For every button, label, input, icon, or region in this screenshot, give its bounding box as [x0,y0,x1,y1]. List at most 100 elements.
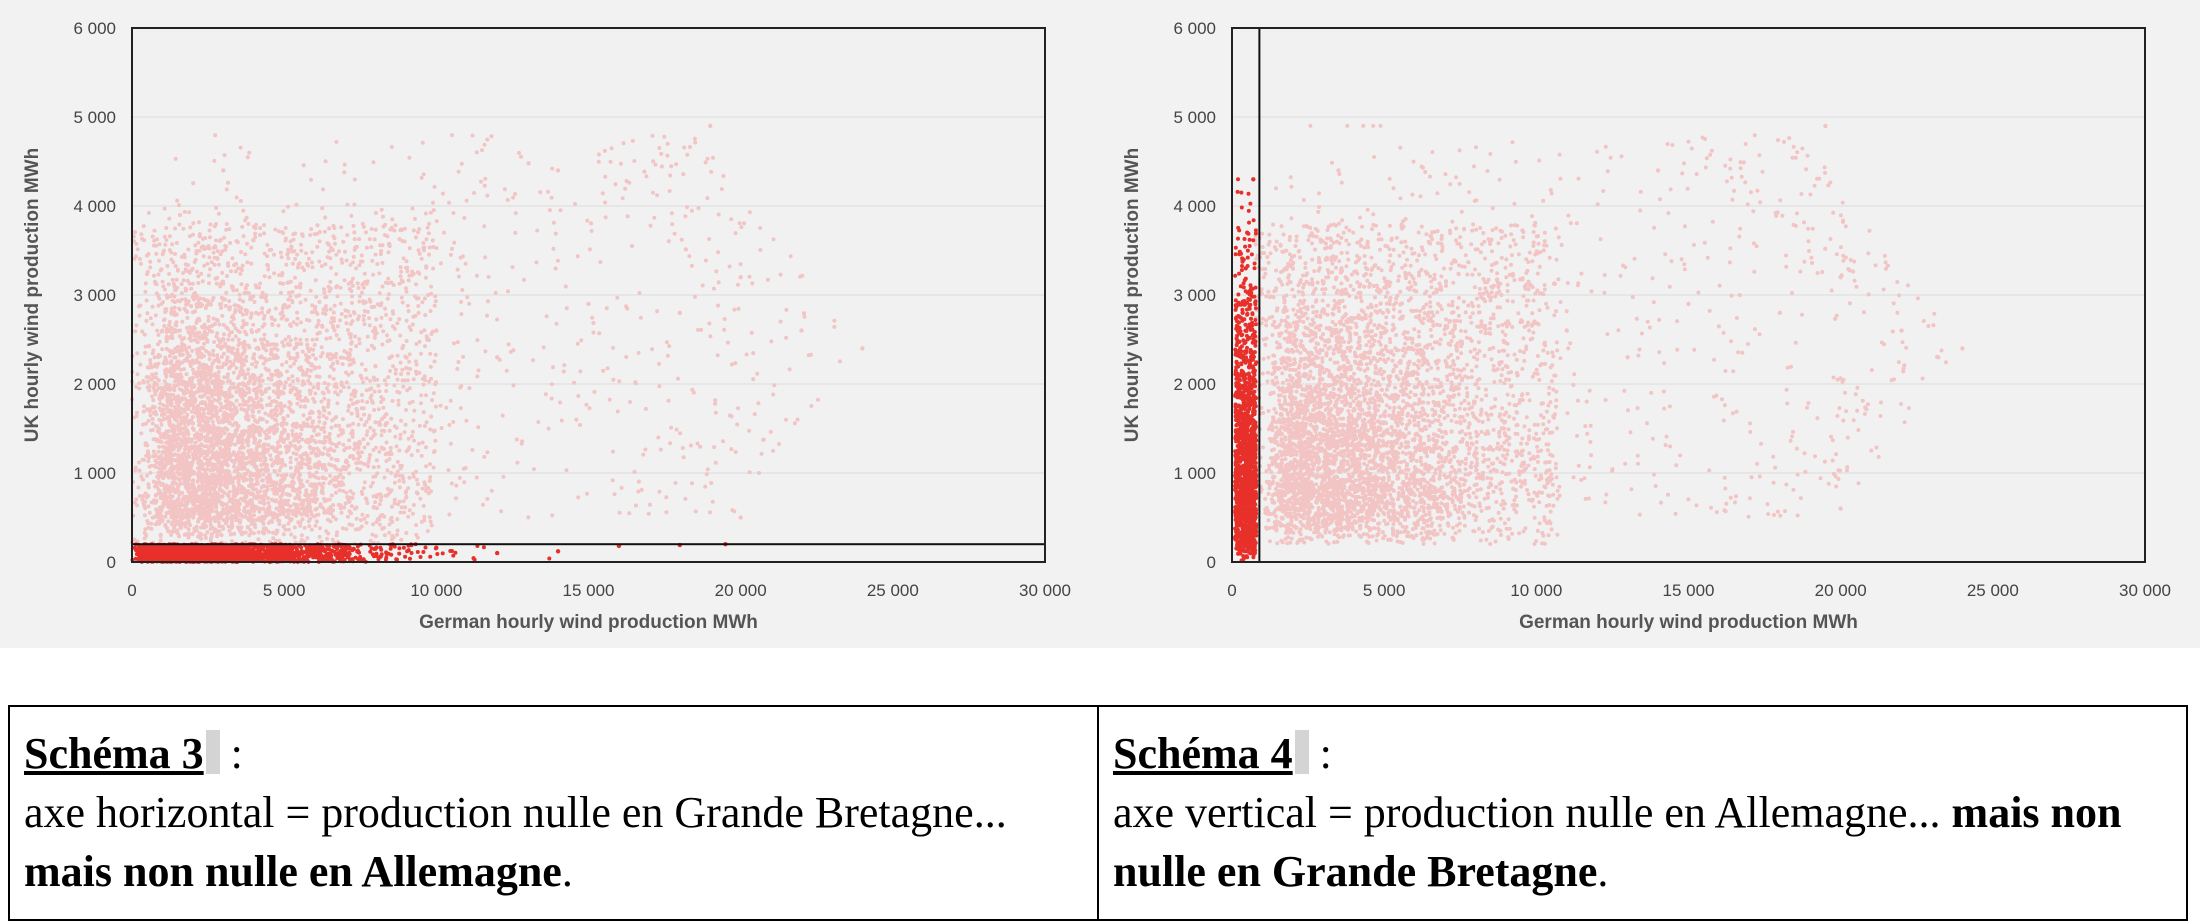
data-point [310,260,314,265]
data-point [184,357,189,362]
data-point [240,456,245,461]
data-point [284,444,289,449]
data-point [423,313,428,318]
data-point [644,174,649,179]
data-point [646,511,651,516]
data-point [284,421,289,426]
data-point [596,152,601,157]
data-point [179,501,184,506]
data-point [262,337,267,342]
data-point [655,193,660,198]
data-point [327,226,332,231]
data-point [182,437,187,442]
data-point [261,472,266,477]
data-point [153,281,158,286]
data-point [184,403,189,408]
data-point [369,245,374,250]
data-point [690,481,694,486]
data-point [228,474,233,479]
data-point [298,454,303,459]
data-point [158,538,163,543]
data-point [419,330,424,335]
data-point [239,268,244,273]
data-point [211,245,216,250]
data-point [320,206,325,211]
data-point [285,413,290,418]
data-point [210,379,215,384]
data-point [172,385,177,390]
data-point [223,247,228,252]
data-point [305,513,310,518]
data-point [628,400,632,404]
data-point [458,406,463,411]
data-point [248,378,252,383]
data-point [177,387,182,392]
data-point [198,535,203,540]
data-point [225,379,230,384]
data-point [352,394,357,399]
data-point [474,475,479,480]
data-point [170,502,175,507]
data-point [143,506,148,511]
data-point [174,397,179,402]
data-point [170,277,175,282]
data-point [186,247,191,252]
data-point [146,418,151,423]
data-point [633,503,638,508]
data-point [173,226,178,231]
data-point [252,352,257,357]
data-point [196,366,201,371]
data-point [247,425,252,430]
data-point [310,250,315,255]
data-point [294,322,299,327]
data-point [137,468,142,473]
data-point [272,346,277,351]
data-point [237,483,242,488]
data-point [725,340,730,345]
data-point [143,499,148,504]
data-point [187,345,192,350]
data-point [190,348,195,353]
data-point [305,317,309,322]
data-point [174,277,179,282]
data-point [302,268,307,273]
data-point [145,385,150,390]
data-point [356,422,361,427]
data-point [181,226,186,231]
data-point [228,359,233,364]
data-point [351,223,356,228]
data-point [323,312,328,316]
data-point [625,214,630,219]
data-point [265,427,270,432]
data-point [374,331,379,336]
data-point [401,343,406,348]
data-point [228,407,233,412]
data-point [281,343,286,348]
data-point [378,243,383,248]
data-point [167,369,171,374]
data-point [172,431,177,436]
data-point [135,247,140,252]
data-point [428,351,433,356]
data-point [227,421,232,426]
data-point [253,235,258,240]
data-point [185,269,190,274]
data-point [396,402,401,407]
data-point [335,294,340,299]
data-point [361,285,366,290]
data-point [375,262,380,266]
data-point [323,262,328,267]
data-point [161,300,165,304]
data-point [737,221,742,226]
data-point [162,323,167,328]
data-point [414,342,419,346]
data-point [408,367,413,371]
data-point [260,306,265,311]
data-point [603,200,608,205]
data-point [209,388,214,393]
data-point [451,341,456,346]
data-point [214,426,219,431]
data-point [385,486,390,491]
data-point [152,389,157,393]
data-point [517,150,521,155]
